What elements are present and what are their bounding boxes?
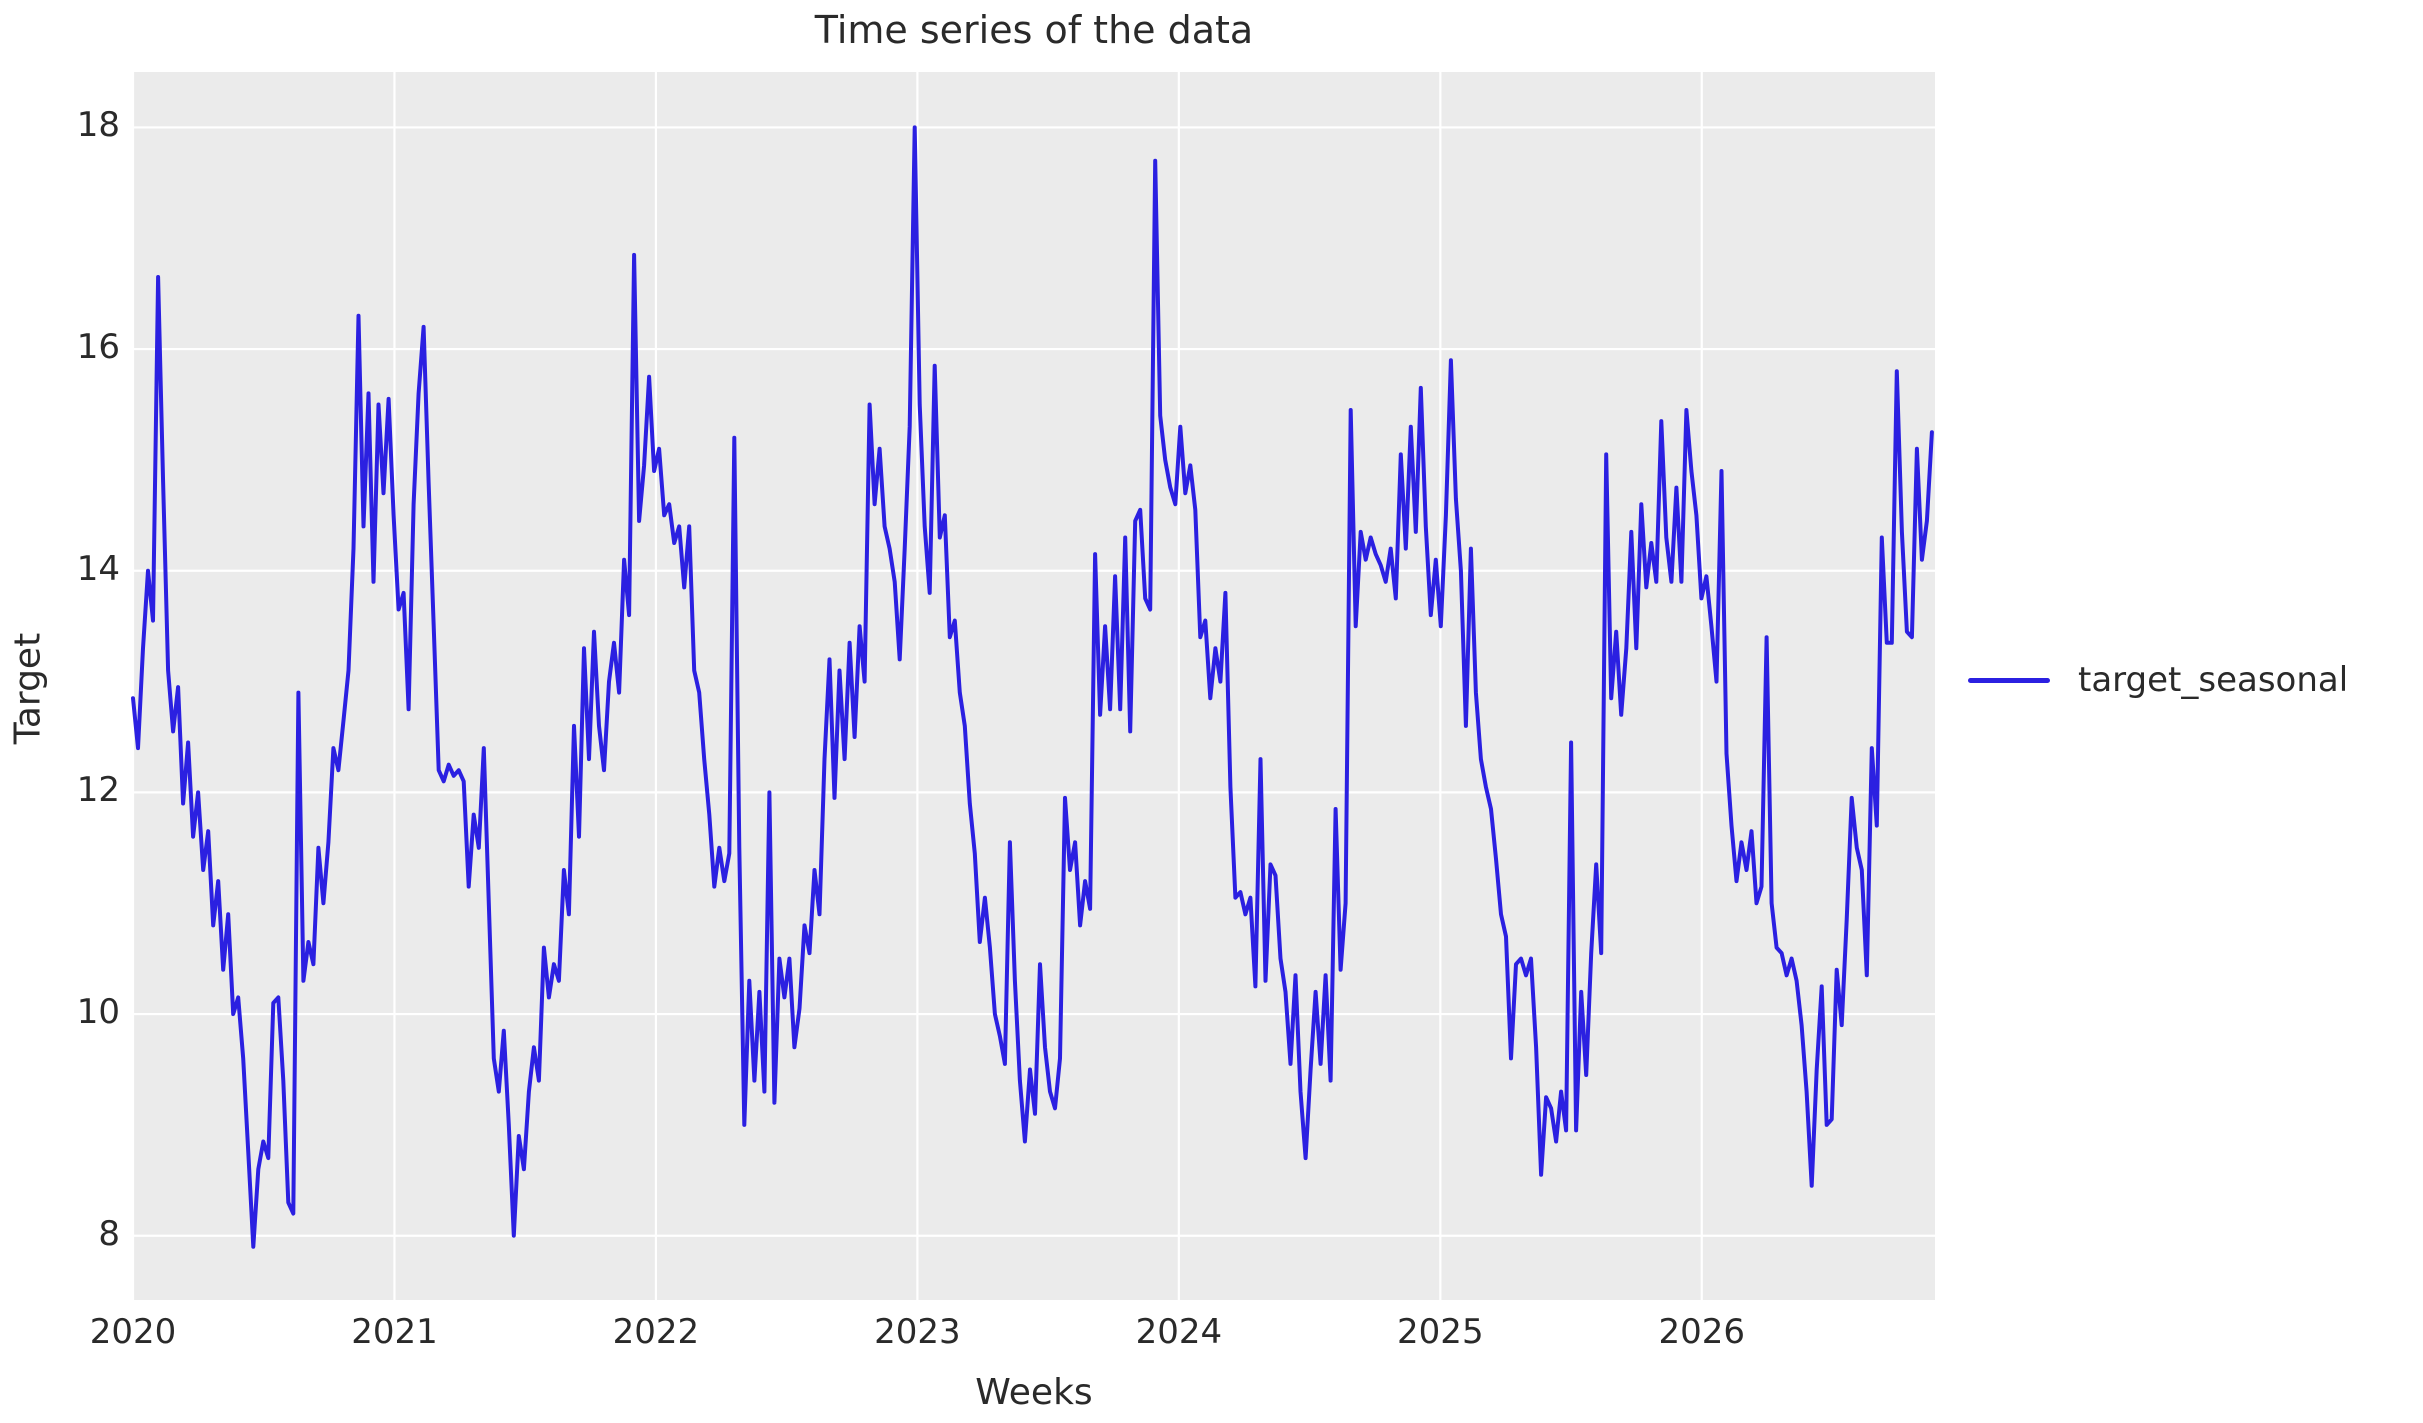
y-axis-label: Target — [7, 632, 49, 745]
x-tick-label: 2026 — [1658, 1312, 1746, 1352]
axes-background — [133, 72, 1935, 1300]
legend-line-sample — [1968, 677, 2050, 683]
x-tick-label: 2020 — [89, 1312, 177, 1352]
x-tick-label: 2023 — [874, 1312, 961, 1352]
x-axis-label: Weeks — [975, 1372, 1093, 1413]
y-tick-label: 12 — [76, 770, 120, 811]
x-tick-label: 2022 — [612, 1312, 700, 1352]
y-tick-label: 10 — [76, 992, 120, 1033]
x-tick-label: 2024 — [1135, 1312, 1223, 1352]
y-tick-label: 18 — [76, 105, 120, 146]
y-tick-label: 8 — [98, 1213, 120, 1254]
series-line-target-seasonal — [131, 125, 1934, 1249]
y-tick-label: 16 — [76, 327, 120, 368]
y-tick-label: 14 — [76, 548, 120, 589]
chart-title: Time series of the data — [814, 8, 1254, 52]
x-tick-label: 2021 — [351, 1312, 438, 1352]
x-tick-label: 2025 — [1397, 1312, 1484, 1352]
legend-label: target_seasonal — [2078, 660, 2349, 700]
legend: target_seasonal — [1968, 660, 2348, 700]
